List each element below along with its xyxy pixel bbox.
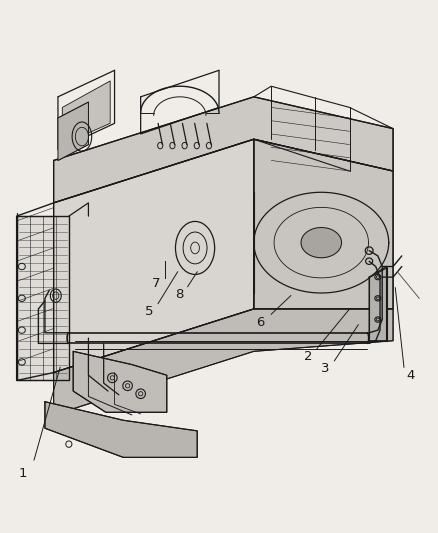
Polygon shape [73, 351, 167, 413]
Polygon shape [301, 228, 342, 258]
Polygon shape [17, 216, 69, 381]
Polygon shape [254, 139, 393, 309]
Text: 1: 1 [19, 467, 28, 480]
Polygon shape [53, 97, 393, 203]
Polygon shape [53, 139, 254, 373]
Polygon shape [53, 309, 393, 415]
Text: 2: 2 [304, 350, 312, 363]
Text: 6: 6 [256, 316, 265, 329]
Text: 7: 7 [152, 277, 160, 290]
Text: 3: 3 [321, 362, 330, 375]
Polygon shape [254, 192, 389, 293]
Polygon shape [58, 102, 88, 160]
Polygon shape [369, 266, 387, 341]
Text: 8: 8 [175, 288, 183, 301]
Polygon shape [62, 81, 110, 144]
Polygon shape [45, 402, 197, 457]
Text: 4: 4 [406, 369, 415, 382]
Text: 5: 5 [145, 305, 154, 318]
